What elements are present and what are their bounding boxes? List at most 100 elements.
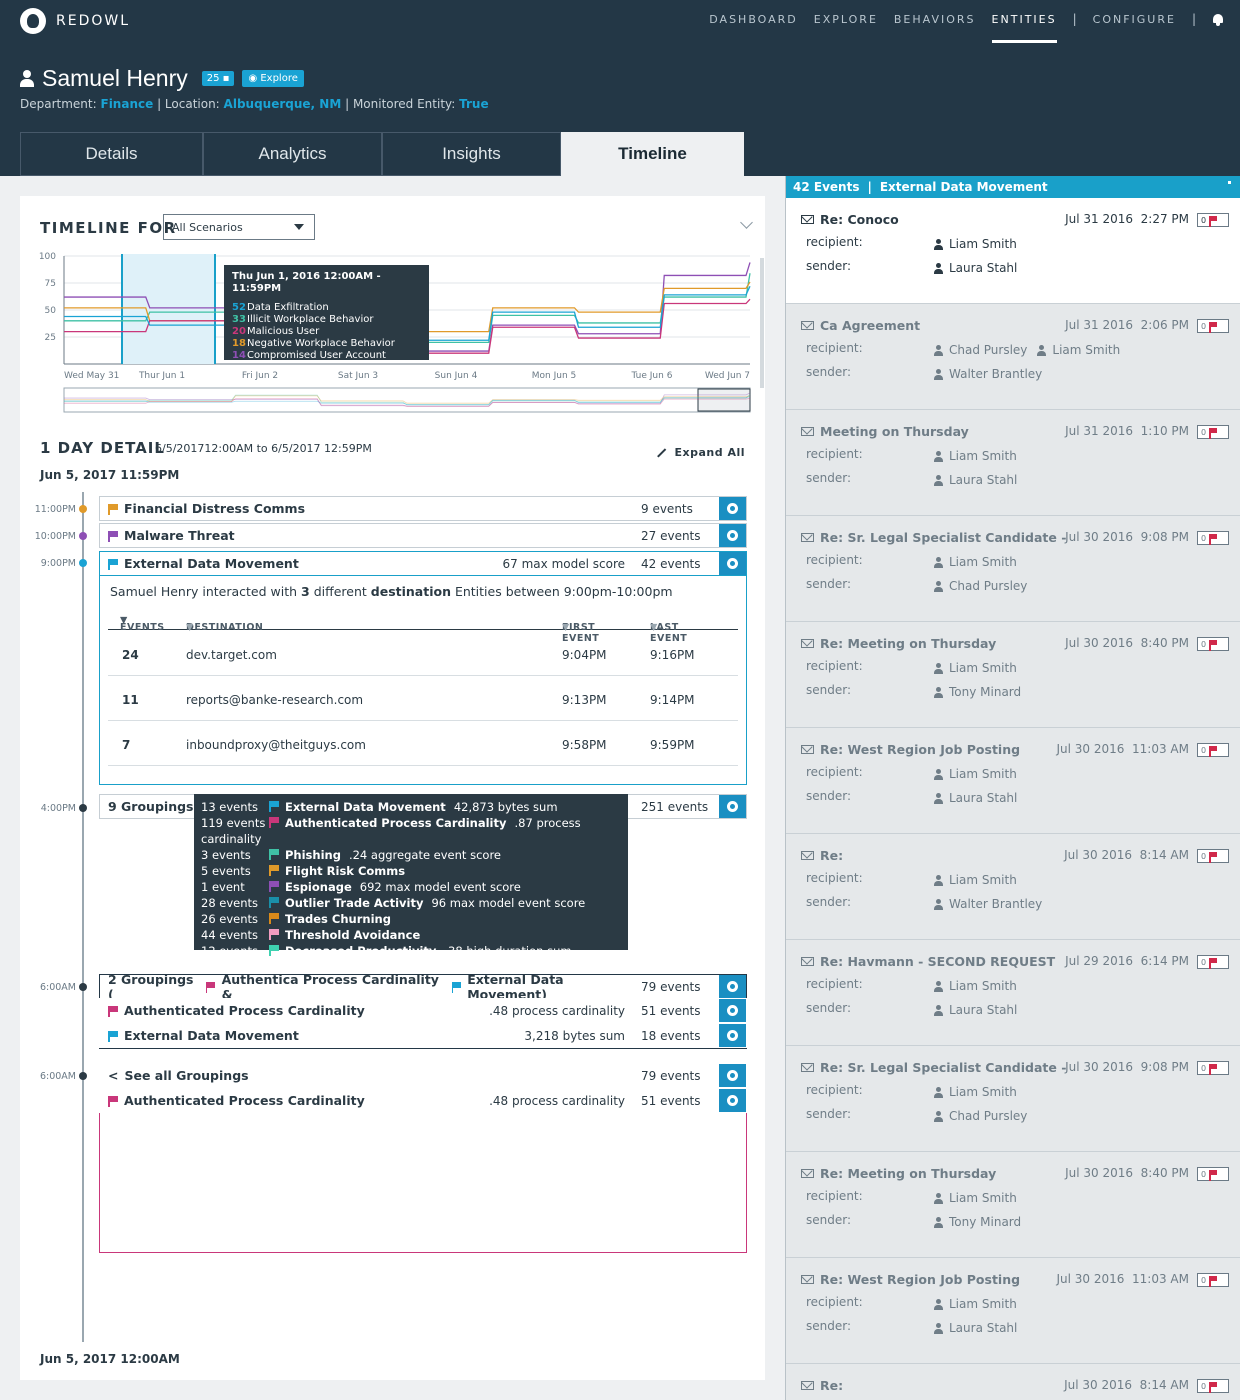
event-row-financial-distress[interactable]: Financial Distress Comms 9 events (99, 496, 747, 521)
email-subject[interactable]: Meeting on Thursday (820, 424, 969, 439)
email-list-item[interactable]: Re: Jul 30 2016 8:14 AM 0 recipient: Liam Sm… (786, 834, 1240, 940)
flag-counter-button[interactable]: 0 (1197, 1167, 1229, 1181)
table-row[interactable]: 7 inboundproxy@theitguys.com 9:58PM 9:59… (108, 721, 738, 766)
recipient-name[interactable]: Liam Smith (949, 873, 1017, 887)
sender-name[interactable]: Laura Stahl (949, 1321, 1018, 1335)
email-subject[interactable]: Re: Meeting on Thursday (820, 636, 997, 651)
bell-icon[interactable] (1212, 13, 1224, 26)
nav-entities[interactable]: ENTITIES (991, 12, 1057, 43)
globe-button[interactable] (719, 999, 746, 1022)
email-subject[interactable]: Re: Conoco (820, 212, 899, 227)
table-row[interactable]: 11 reports@banke-research.com 9:13PM 9:1… (108, 676, 738, 721)
recipient-name[interactable]: Liam Smith (949, 449, 1017, 463)
grouping-item-row[interactable]: Authenticated Process Cardinality .48 pr… (99, 998, 747, 1023)
chart-brush-window[interactable] (697, 388, 751, 412)
sender-name[interactable]: Laura Stahl (949, 261, 1018, 275)
expand-all-button[interactable]: Expand All (655, 446, 746, 459)
email-list-item[interactable]: Re: Meeting on Thursday Jul 30 2016 8:40 … (786, 1152, 1240, 1258)
nav-configure[interactable]: CONFIGURE (1092, 12, 1176, 26)
comments-badge[interactable]: 25 ▪ (201, 71, 235, 86)
email-subject[interactable]: Re: Sr. Legal Specialist Candidate - P..… (820, 530, 1069, 545)
tab-details[interactable]: Details (20, 132, 203, 176)
globe-button[interactable] (719, 1024, 746, 1047)
tab-timeline[interactable]: Timeline (561, 132, 744, 176)
app-logo[interactable]: REDOWL (20, 8, 130, 34)
table-row[interactable]: 24 dev.target.com 9:04PM 9:16PM (108, 631, 738, 676)
recipient-name[interactable]: Liam Smith (949, 767, 1017, 781)
flag-counter-button[interactable]: 0 (1197, 637, 1229, 651)
chart-brush-track[interactable] (63, 387, 751, 413)
sender-name[interactable]: Laura Stahl (949, 791, 1018, 805)
scenario-select[interactable]: All Scenarios (163, 214, 315, 240)
email-subject[interactable]: Re: (820, 848, 844, 863)
collapse-chevron-icon[interactable] (740, 216, 753, 229)
tab-insights[interactable]: Insights (382, 132, 561, 176)
nav-explore[interactable]: EXPLORE (813, 12, 878, 26)
sender-name[interactable]: Walter Brantley (949, 367, 1043, 381)
see-all-groupings-link[interactable]: See all Groupings (124, 1068, 249, 1083)
recipient-name[interactable]: Liam Smith (949, 1297, 1017, 1311)
sender-name[interactable]: Laura Stahl (949, 473, 1018, 487)
flag-counter-button[interactable]: 0 (1197, 849, 1229, 863)
recipient-name[interactable]: Liam Smith (949, 1085, 1017, 1099)
email-subject[interactable]: Re: Sr. Legal Specialist Candidate - P..… (820, 1060, 1069, 1075)
flag-counter-button[interactable]: 0 (1197, 425, 1229, 439)
flag-counter-button[interactable]: 0 (1197, 1379, 1229, 1393)
groupings-label[interactable]: 9 Groupings (108, 799, 194, 814)
recipient-name[interactable]: Liam Smith (949, 237, 1017, 251)
globe-button[interactable] (719, 552, 746, 575)
email-subject[interactable]: Re: (820, 1378, 844, 1393)
explore-button[interactable]: ◉ Explore (242, 70, 304, 87)
email-list-item[interactable]: Re: Sr. Legal Specialist Candidate - P..… (786, 516, 1240, 622)
recipient-name[interactable]: Liam Smith (949, 555, 1017, 569)
flag-counter-button[interactable]: 0 (1197, 1061, 1229, 1075)
email-subject[interactable]: Ca Agreement (820, 318, 921, 333)
event-row-malware-threat[interactable]: Malware Threat 27 events (99, 523, 747, 548)
flag-counter-button[interactable]: 0 (1197, 743, 1229, 757)
email-subject[interactable]: Re: Meeting on Thursday (820, 1166, 997, 1181)
email-subject[interactable]: Re: West Region Job Posting (820, 1272, 1021, 1287)
recipient-name[interactable]: Liam Smith (949, 1191, 1017, 1205)
email-list-item[interactable]: Re: Sr. Legal Specialist Candidate - P..… (786, 1046, 1240, 1152)
more-options-icon[interactable] (1228, 181, 1231, 193)
email-list-item[interactable]: Re: Jul 30 2016 8:14 AM 0 (786, 1364, 1240, 1400)
email-list-item[interactable]: Re: Meeting on Thursday Jul 30 2016 8:40 … (786, 622, 1240, 728)
sender-name[interactable]: Tony Minard (949, 685, 1022, 699)
sender-name[interactable]: Tony Minard (949, 1215, 1022, 1229)
flag-counter-button[interactable]: 0 (1197, 1273, 1229, 1287)
flag-counter-button[interactable]: 0 (1197, 531, 1229, 545)
email-list-item[interactable]: Re: West Region Job Posting Jul 30 2016 1… (786, 1258, 1240, 1364)
globe-button[interactable] (719, 524, 746, 547)
email-list-item[interactable]: Re: Conoco Jul 31 2016 2:27 PM 0 recipient:… (786, 198, 1240, 304)
globe-button[interactable] (719, 975, 746, 998)
email-subject[interactable]: Re: West Region Job Posting (820, 742, 1021, 757)
email-list-item[interactable]: Meeting on Thursday Jul 31 2016 1:10 PM 0 r… (786, 410, 1240, 516)
flag-counter-button[interactable]: 0 (1197, 319, 1229, 333)
sender-name[interactable]: Chad Pursley (949, 1109, 1028, 1123)
col-events[interactable]: EVENTS ▼ (120, 615, 165, 633)
recipient-name[interactable]: Liam Smith (949, 661, 1017, 675)
flag-counter-button[interactable]: 0 (1197, 955, 1229, 969)
sender-name[interactable]: Walter Brantley (949, 897, 1043, 911)
email-list-item[interactable]: Ca Agreement Jul 31 2016 2:06 PM 0 recipien… (786, 304, 1240, 410)
tab-analytics[interactable]: Analytics (203, 132, 382, 176)
event-row-external-data[interactable]: External Data Movement 67 max model scor… (99, 551, 747, 576)
see-all-groupings-row[interactable]: < See all Groupings 79 events (99, 1063, 747, 1088)
flag-counter-button[interactable]: 0 (1197, 213, 1229, 227)
nav-dashboard[interactable]: DASHBOARD (709, 12, 798, 26)
grouping-header-row[interactable]: 2 Groupings (Authentica Process Cardinal… (99, 972, 747, 1002)
globe-button[interactable] (719, 1089, 746, 1112)
grouping-item-row[interactable]: External Data Movement 3,218 bytes sum 1… (99, 1023, 747, 1048)
sender-name[interactable]: Laura Stahl (949, 1003, 1018, 1017)
recipient-name[interactable]: Liam Smith (1052, 343, 1121, 357)
grouping-item-row[interactable]: Authenticated Process Cardinality .48 pr… (99, 1088, 747, 1113)
nav-behaviors[interactable]: BEHAVIORS (893, 12, 976, 26)
email-subject[interactable]: Re: Havmann - SECOND REQUEST (820, 954, 1056, 969)
recipient-name[interactable]: Liam Smith (949, 979, 1017, 993)
recipient-name[interactable]: Chad Pursley (949, 343, 1028, 357)
loc-value[interactable]: Albuquerque, NM (223, 97, 342, 111)
globe-button[interactable] (719, 795, 746, 818)
chart-scrollbar[interactable] (760, 258, 764, 388)
globe-button[interactable] (719, 1064, 746, 1087)
dept-value[interactable]: Finance (100, 97, 154, 111)
